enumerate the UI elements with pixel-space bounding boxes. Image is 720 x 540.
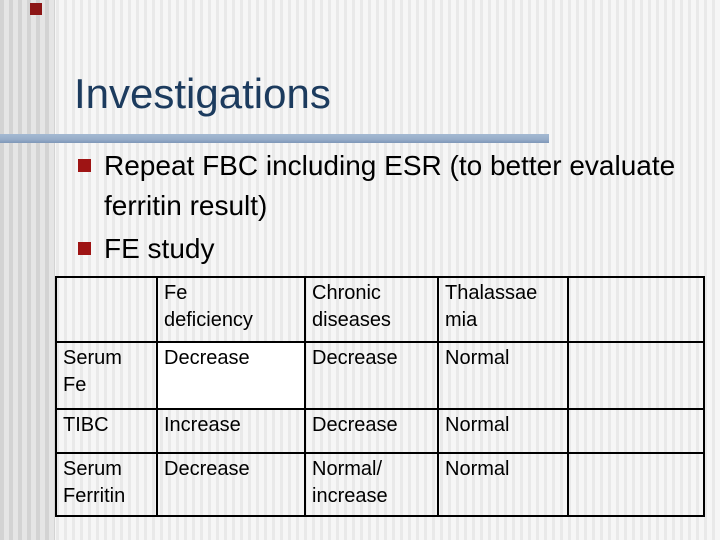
bullet-square-icon xyxy=(78,159,91,172)
header-cell-chronic-diseases: Chronic diseases xyxy=(304,276,439,343)
slide-title: Investigations xyxy=(74,70,331,117)
cell-serum-ferritin-empty xyxy=(567,452,705,517)
cell-serum-ferritin-fe-deficiency: Decrease xyxy=(156,452,306,517)
bullet-square-icon xyxy=(78,242,91,255)
title-underline-rule xyxy=(0,134,549,143)
row-label-serum-fe: Serum Fe xyxy=(55,341,158,410)
bullet-item: Repeat FBC including ESR (to better eval… xyxy=(76,146,676,226)
cell-tibc-empty xyxy=(567,408,705,454)
comparison-table: Fe deficiency Chronic diseases Thalassae… xyxy=(55,276,705,517)
left-stripe-band xyxy=(0,0,55,540)
table-row-tibc: TIBC Increase Decrease Normal xyxy=(55,408,705,454)
header-cell-empty xyxy=(567,276,705,343)
table-row-serum-ferritin: Serum Ferritin Decrease Normal/ increase… xyxy=(55,452,705,517)
cell-serum-ferritin-thalassaemia: Normal xyxy=(437,452,569,517)
cell-serum-ferritin-chronic-diseases: Normal/ increase xyxy=(304,452,439,517)
cell-serum-fe-empty xyxy=(567,341,705,410)
cell-serum-fe-fe-deficiency: Decrease xyxy=(156,341,306,410)
table-row-serum-fe: Serum Fe Decrease Decrease Normal xyxy=(55,341,705,410)
table-header-row: Fe deficiency Chronic diseases Thalassae… xyxy=(55,276,705,343)
header-cell-thalassaemia: Thalassae mia xyxy=(437,276,569,343)
bullet-text: Repeat FBC including ESR (to better eval… xyxy=(104,150,676,221)
cell-serum-fe-chronic-diseases: Decrease xyxy=(304,341,439,410)
bullet-item: FE study xyxy=(76,229,676,269)
cell-tibc-fe-deficiency: Increase xyxy=(156,408,306,454)
bullet-list: Repeat FBC including ESR (to better eval… xyxy=(76,146,676,269)
header-cell-fe-deficiency: Fe deficiency xyxy=(156,276,306,343)
cell-tibc-chronic-diseases: Decrease xyxy=(304,408,439,454)
corner-accent-square-icon xyxy=(30,3,42,15)
header-cell-empty xyxy=(55,276,158,343)
cell-serum-fe-thalassaemia: Normal xyxy=(437,341,569,410)
row-label-serum-ferritin: Serum Ferritin xyxy=(55,452,158,517)
bullet-text: FE study xyxy=(104,233,215,264)
row-label-tibc: TIBC xyxy=(55,408,158,454)
cell-tibc-thalassaemia: Normal xyxy=(437,408,569,454)
